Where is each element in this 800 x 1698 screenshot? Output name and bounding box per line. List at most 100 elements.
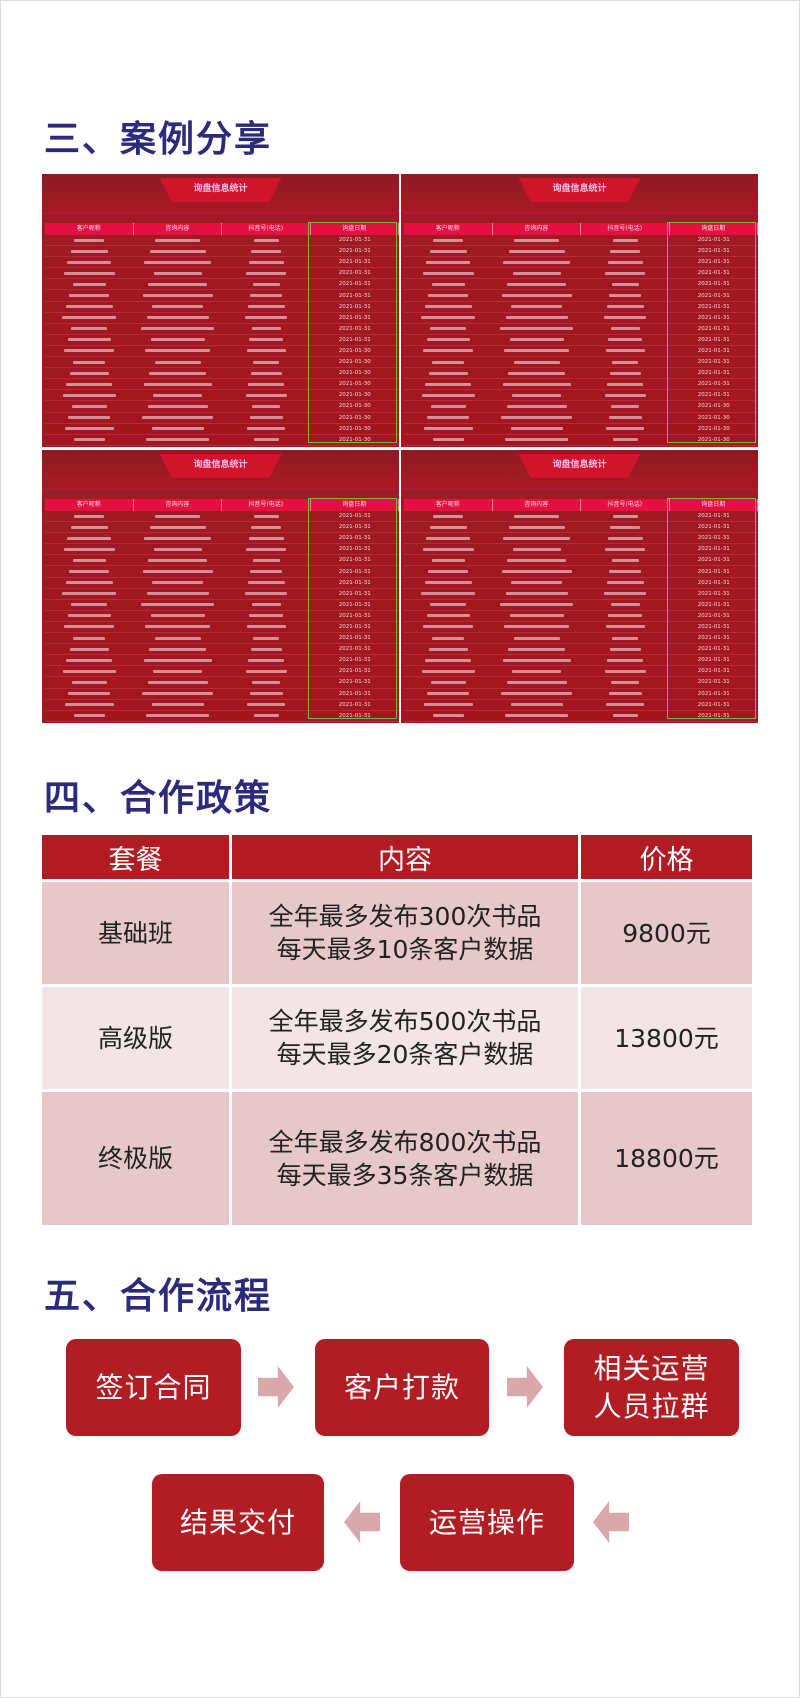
blurred-cell: [427, 692, 470, 696]
blurred-cell: [152, 581, 204, 585]
column-header: 抖音号(电话): [222, 223, 311, 235]
inquiry-date: 2021-01-31: [338, 690, 371, 697]
blurred-cell: [248, 658, 285, 662]
blurred-cell: [144, 536, 212, 540]
blurred-cell: [508, 647, 566, 651]
screenshot-row: 2021-01-31: [45, 689, 399, 700]
inquiry-date: 2021-01-31: [697, 546, 730, 553]
blurred-cell: [252, 282, 280, 286]
blurred-cell: [251, 327, 281, 331]
blurred-cell: [151, 427, 204, 431]
inquiry-date: 2021-01-31: [697, 568, 730, 575]
blurred-cell: [249, 614, 284, 618]
screenshot-row: 2021-01-31: [404, 290, 758, 302]
inquiry-date: 2021-01-31: [697, 325, 730, 332]
blurred-cell: [146, 592, 209, 596]
content-line: 全年最多发布300次书品: [268, 902, 542, 931]
blurred-cell: [608, 614, 643, 618]
screenshot-row: 2021-01-31: [404, 611, 758, 622]
blurred-cell: [513, 360, 560, 364]
inquiry-date: 2021-01-31: [697, 370, 730, 377]
case-screenshot: 询盘信息统计 客户昵称 咨询内容 抖音号(电话) 询盘日期 2021-01-31 2021-…: [401, 174, 758, 447]
blurred-cell: [141, 327, 215, 331]
screenshot-row: 2021-01-31: [45, 257, 399, 269]
blurred-cell: [69, 371, 109, 375]
inquiry-date: 2021-01-31: [338, 679, 371, 686]
blurred-cell: [74, 238, 105, 242]
blurred-cell: [506, 680, 567, 684]
screenshot-row: 2021-01-31: [45, 677, 399, 689]
blurred-cell: [511, 305, 563, 309]
column-header: 客户昵称: [404, 499, 493, 511]
inquiry-date: 2021-01-31: [338, 557, 371, 564]
blurred-cell: [153, 669, 203, 673]
blurred-cell: [605, 625, 645, 629]
blurred-cell: [430, 603, 467, 607]
section-title-policy: 四、合作政策: [44, 778, 273, 819]
blurred-cell: [508, 249, 565, 253]
screenshot-row: 2021-01-30: [404, 413, 758, 424]
blurred-cell: [66, 658, 113, 662]
screenshot-row: 2021-01-31: [404, 600, 758, 611]
screenshot-row: 2021-01-31: [404, 655, 758, 667]
blurred-cell: [505, 316, 568, 320]
date-highlight-box: [307, 498, 397, 719]
pricing-row: 基础班 全年最多发布300次书品 每天最多10条客户数据 9800元: [42, 882, 752, 984]
blurred-cell: [149, 249, 206, 253]
blurred-cell: [142, 692, 214, 696]
screenshot-title: 询盘信息统计: [159, 178, 282, 202]
blurred-cell: [69, 570, 110, 574]
blurred-cell: [423, 703, 473, 707]
blurred-cell: [245, 592, 288, 596]
screenshot-title: 询盘信息统计: [518, 454, 641, 478]
screenshot-row: 2021-01-31: [404, 268, 758, 280]
blurred-cell: [249, 338, 284, 342]
blurred-cell: [510, 427, 563, 431]
blurred-cell: [247, 427, 286, 431]
blurred-cell: [501, 294, 572, 298]
blurred-cell: [505, 438, 569, 442]
column-header: 咨询内容: [134, 223, 222, 235]
blurred-cell: [612, 238, 638, 242]
blurred-cell: [610, 327, 640, 331]
blurred-cell: [605, 349, 645, 353]
blurred-cell: [424, 305, 472, 309]
blurred-cell: [425, 382, 472, 386]
blurred-cell: [252, 404, 281, 408]
inquiry-date: 2021-01-31: [697, 259, 730, 266]
screenshot-row: 2021-01-31: [45, 511, 399, 523]
blurred-cell: [153, 547, 202, 551]
screenshot-row: 2021-01-30: [45, 413, 399, 424]
blurred-cell: [73, 360, 106, 364]
screenshot-row: 2021-01-31: [45, 666, 399, 678]
inquiry-date: 2021-01-31: [697, 359, 730, 366]
blurred-cell: [145, 349, 211, 353]
inquiry-date: 2021-01-31: [697, 623, 730, 630]
blurred-cell: [146, 316, 209, 320]
screenshot-row: 2021-01-31: [404, 257, 758, 269]
inquiry-date: 2021-01-31: [338, 546, 371, 553]
inquiry-date: 2021-01-31: [338, 513, 371, 520]
screenshot-row: 2021-01-31: [404, 722, 758, 723]
blurred-cell: [153, 271, 202, 275]
inquiry-date: 2021-01-30: [338, 347, 371, 354]
blurred-cell: [250, 570, 283, 574]
screenshot-row: 2021-01-31: [404, 346, 758, 358]
screenshot-row: 2021-01-31: [404, 578, 758, 589]
blurred-cell: [506, 404, 567, 408]
plan-content: 全年最多发布300次书品 每天最多10条客户数据: [232, 882, 578, 984]
inquiry-date: 2021-01-31: [697, 646, 730, 653]
screenshot-row: 2021-01-31: [45, 522, 399, 534]
screenshot-row: 2021-01-31: [45, 644, 399, 656]
inquiry-date: 2021-01-31: [338, 646, 371, 653]
blurred-cell: [149, 525, 206, 529]
blurred-cell: [504, 625, 570, 629]
content-line: 全年最多发布800次书品: [268, 1127, 542, 1157]
blurred-cell: [508, 525, 565, 529]
blurred-cell: [252, 680, 281, 684]
blurred-cell: [512, 547, 561, 551]
blurred-cell: [503, 260, 571, 264]
screenshot-row: 2021-01-31: [404, 644, 758, 656]
column-header: 抖音号(电话): [222, 499, 311, 511]
blurred-cell: [433, 514, 464, 518]
